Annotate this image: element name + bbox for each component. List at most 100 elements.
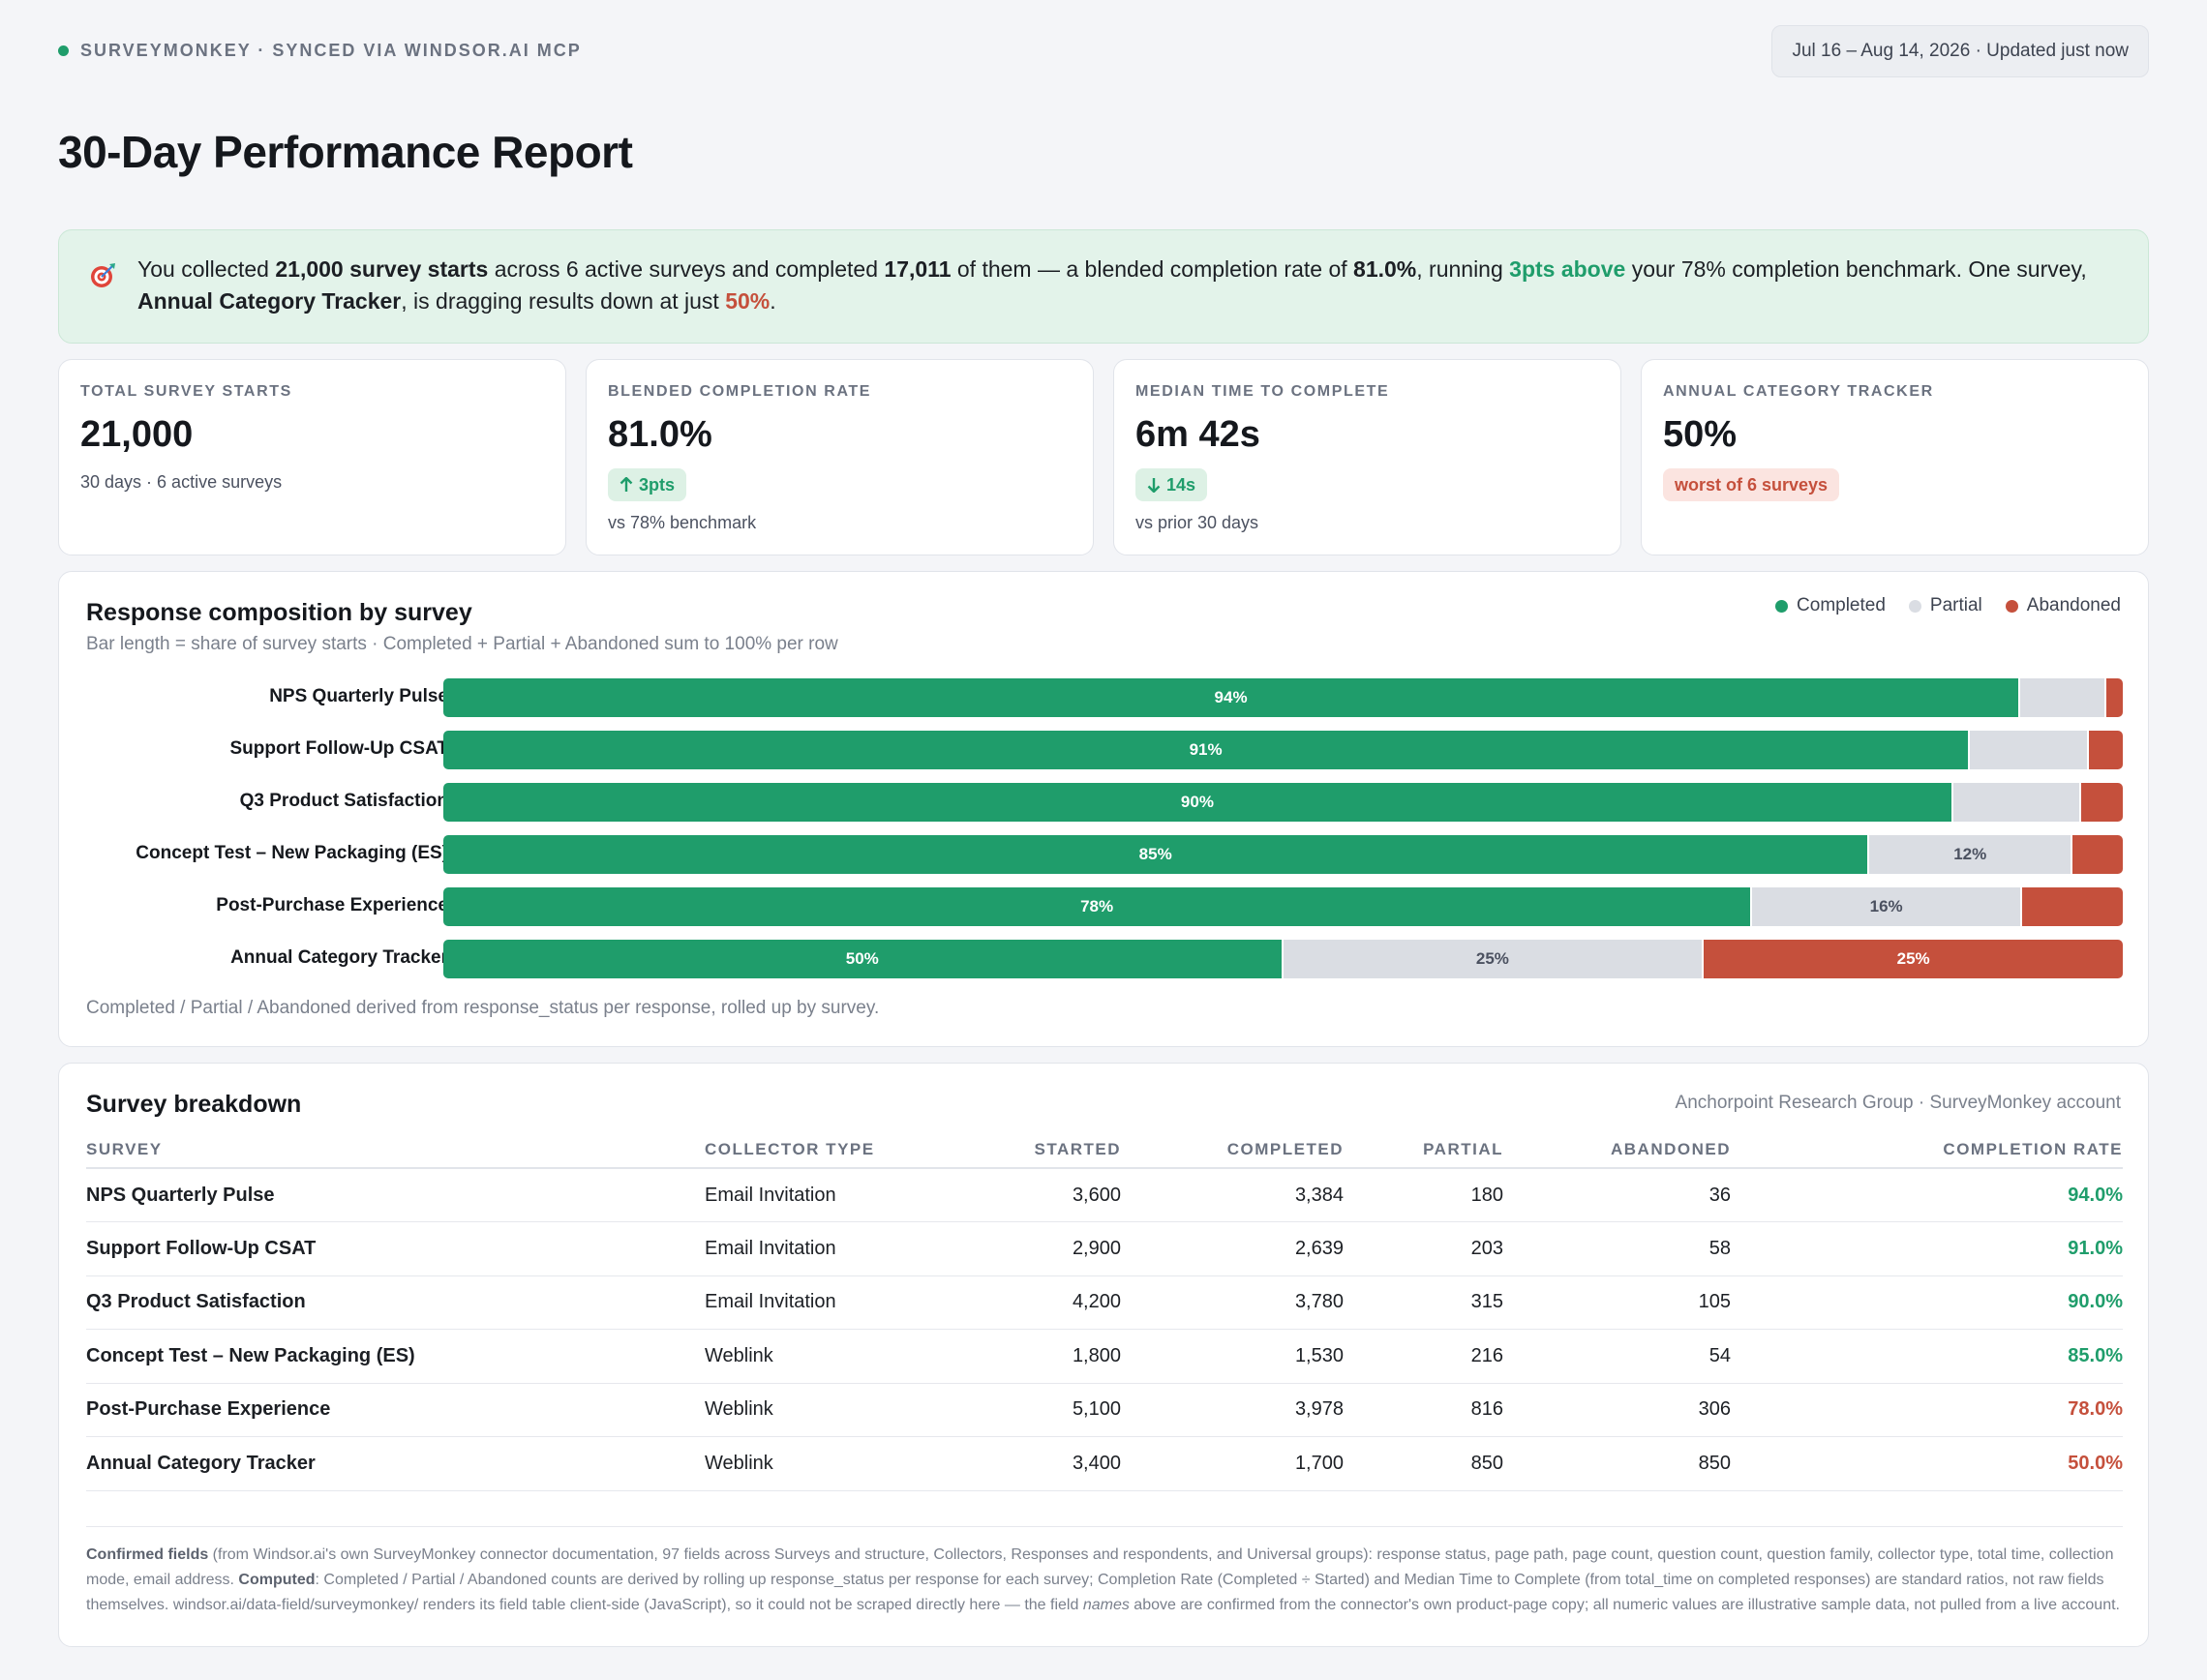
stacked-bar-chart: NPS Quarterly Pulse 94% Support Follow-Up … (59, 678, 2150, 992)
column-header[interactable]: ABANDONED (1503, 1131, 1731, 1169)
cell-completed: 2,639 (1121, 1221, 1344, 1276)
column-header[interactable]: SURVEY (86, 1131, 705, 1169)
legend-swatch (1775, 599, 1789, 613)
column-header[interactable]: PARTIAL (1344, 1131, 1503, 1169)
kpi-label: ANNUAL CATEGORY TRACKER (1663, 383, 1934, 400)
chart-legend: Completed Partial Abandoned (1775, 595, 2121, 616)
arrow-up-icon (620, 477, 633, 492)
kpi-cards: TOTAL SURVEY STARTS 21,000 30 days · 6 a… (58, 359, 2149, 555)
bar-segment-completed[interactable]: 50% (443, 940, 1282, 978)
bar-segment-abandoned[interactable] (2105, 678, 2123, 717)
bar-segment-abandoned[interactable] (2080, 783, 2123, 822)
cell-rate: 90.0% (1731, 1275, 2123, 1330)
cell-rate: 85.0% (1731, 1329, 2123, 1384)
table-row[interactable]: Post-Purchase Experience Weblink 5,100 3,97… (86, 1383, 2123, 1437)
kpi-card-median-time: MEDIAN TIME TO COMPLETE 6m 42s 14s vs pr… (1113, 359, 1621, 555)
bar-label: Concept Test – New Packaging (ES) (136, 843, 448, 863)
kpi-card-total-starts: TOTAL SURVEY STARTS 21,000 30 days · 6 a… (58, 359, 566, 555)
table-row[interactable]: Annual Category Tracker Weblink 3,400 1,700… (86, 1436, 2123, 1491)
bar-segment-abandoned[interactable]: 25% (1704, 940, 2123, 978)
column-header[interactable]: COLLECTOR TYPE (705, 1131, 956, 1169)
chart-footnote: Completed / Partial / Abandoned derived … (86, 998, 880, 1018)
cell-rate: 91.0% (1731, 1221, 2123, 1276)
bar-segment-partial[interactable] (1952, 783, 2079, 822)
kpi-card-annual-tracker: ANNUAL CATEGORY TRACKER 50% worst of 6 s… (1641, 359, 2149, 555)
cell-abandoned: 58 (1503, 1221, 1731, 1276)
cell-abandoned: 54 (1503, 1329, 1731, 1384)
bar-segment-completed[interactable]: 91% (443, 731, 1969, 769)
cell-survey: Q3 Product Satisfaction (86, 1275, 705, 1330)
table-row[interactable]: Support Follow-Up CSAT Email Invitation 2,… (86, 1221, 2123, 1276)
cell-rate: 78.0% (1731, 1383, 2123, 1437)
cell-partial: 180 (1344, 1168, 1503, 1222)
table-header-row: SURVEY COLLECTOR TYPE STARTED COMPLETED … (86, 1131, 2123, 1169)
survey-breakdown-card: Survey breakdown Anchorpoint Research Gr… (58, 1063, 2149, 1647)
kpi-value: 50% (1663, 414, 1738, 455)
column-header[interactable]: COMPLETED (1121, 1131, 1344, 1169)
table-row[interactable]: Q3 Product Satisfaction Email Invitation 4… (86, 1275, 2123, 1330)
cell-completed: 3,978 (1121, 1383, 1344, 1437)
bar-segment-completed[interactable]: 90% (443, 783, 1951, 822)
kpi-value: 6m 42s (1135, 414, 1260, 455)
bar-segment-partial[interactable]: 16% (1752, 887, 2021, 926)
bar-row: Q3 Product Satisfaction 90% (59, 783, 2150, 835)
arrow-down-icon (1147, 478, 1161, 493)
cell-started: 3,400 (956, 1436, 1121, 1491)
bar-segment-partial[interactable]: 12% (1869, 835, 2071, 874)
legend-item-partial: Partial (1908, 595, 1982, 616)
table-footnote: Confirmed fields (from Windsor.ai's own … (86, 1526, 2123, 1618)
cell-completed: 1,700 (1121, 1436, 1344, 1491)
kpi-subtext: vs prior 30 days (1135, 513, 1259, 532)
bar-row: Annual Category Tracker 50% 25% 25% (59, 940, 2150, 992)
cell-abandoned: 306 (1503, 1383, 1731, 1437)
bar-label: Q3 Product Satisfaction (239, 791, 448, 811)
cell-survey: Support Follow-Up CSAT (86, 1221, 705, 1276)
cell-started: 1,800 (956, 1329, 1121, 1384)
kpi-label: TOTAL SURVEY STARTS (80, 383, 292, 400)
target-icon (91, 263, 115, 287)
response-composition-card: Response composition by survey Bar lengt… (58, 571, 2149, 1047)
bar-label: Support Follow-Up CSAT (229, 738, 449, 759)
cell-completed: 1,530 (1121, 1329, 1344, 1384)
cell-abandoned: 850 (1503, 1436, 1731, 1491)
cell-collector: Email Invitation (705, 1168, 956, 1222)
table-row[interactable]: NPS Quarterly Pulse Email Invitation 3,600… (86, 1168, 2123, 1222)
column-header[interactable]: STARTED (956, 1131, 1121, 1169)
bar-row: Support Follow-Up CSAT 91% (59, 731, 2150, 783)
bar-segment-partial[interactable] (2020, 678, 2104, 717)
bar-track: 85% 12% (443, 835, 2123, 874)
cell-partial: 315 (1344, 1275, 1503, 1330)
kpi-value: 21,000 (80, 414, 194, 455)
cell-collector: Weblink (705, 1383, 956, 1437)
bar-segment-abandoned[interactable] (2022, 887, 2123, 926)
cell-completed: 3,780 (1121, 1275, 1344, 1330)
sync-status-dot-icon (58, 45, 69, 56)
survey-breakdown-table: SURVEY COLLECTOR TYPE STARTED COMPLETED … (86, 1131, 2123, 1491)
table-row[interactable]: Concept Test – New Packaging (ES) Weblink… (86, 1329, 2123, 1384)
bar-segment-abandoned[interactable] (2089, 731, 2123, 769)
cell-survey: Annual Category Tracker (86, 1436, 705, 1491)
source-indicator: SURVEYMONKEY · SYNCED VIA WINDSOR.AI MCP (58, 41, 582, 61)
bar-segment-completed[interactable]: 85% (443, 835, 1868, 874)
cell-abandoned: 36 (1503, 1168, 1731, 1222)
date-range-pill[interactable]: Jul 16 – Aug 14, 2026 · Updated just now (1771, 25, 2149, 77)
column-header[interactable]: COMPLETION RATE (1731, 1131, 2123, 1169)
bar-segment-abandoned[interactable] (2072, 835, 2123, 874)
kpi-card-completion-rate: BLENDED COMPLETION RATE 81.0% 3pts vs 78… (586, 359, 1094, 555)
bar-label: Annual Category Tracker (230, 947, 448, 968)
kpi-label: MEDIAN TIME TO COMPLETE (1135, 383, 1390, 400)
bar-segment-completed[interactable]: 94% (443, 678, 2019, 717)
bar-segment-partial[interactable]: 25% (1283, 940, 1703, 978)
bar-segment-completed[interactable]: 78% (443, 887, 1751, 926)
delta-badge: 3pts (608, 468, 687, 501)
bar-track: 90% (443, 783, 2123, 822)
warning-badge: worst of 6 surveys (1663, 468, 1840, 501)
cell-survey: NPS Quarterly Pulse (86, 1168, 705, 1222)
legend-item-abandoned: Abandoned (2005, 595, 2121, 616)
bar-label: Post-Purchase Experience (216, 895, 448, 915)
summary-banner: You collected 21,000 survey starts acros… (58, 229, 2149, 344)
cell-started: 2,900 (956, 1221, 1121, 1276)
kpi-label: BLENDED COMPLETION RATE (608, 383, 872, 400)
bar-segment-partial[interactable] (1970, 731, 2088, 769)
cell-collector: Email Invitation (705, 1221, 956, 1276)
